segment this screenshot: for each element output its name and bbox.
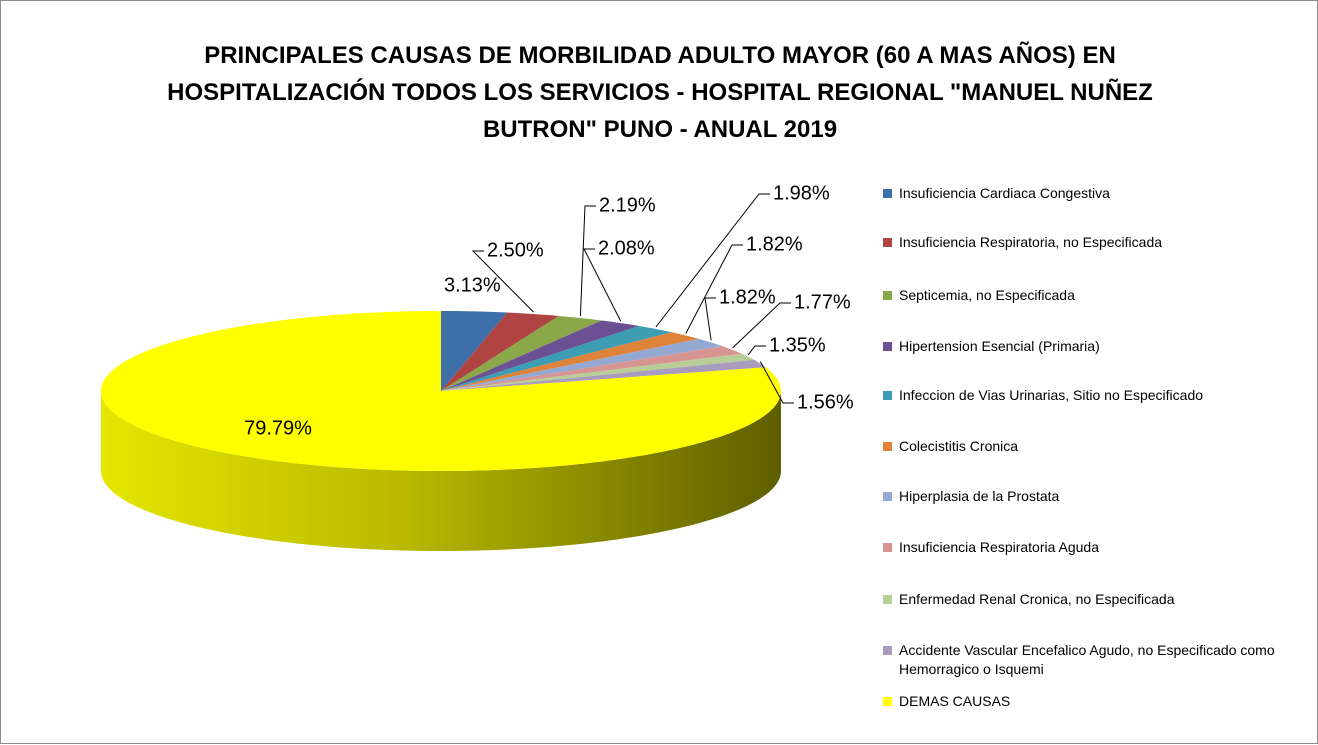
legend-swatch — [883, 189, 892, 198]
legend-label: Insuficiencia Respiratoria, no Especific… — [899, 234, 1163, 250]
data-label: 1.35% — [769, 334, 826, 356]
legend-item: DEMAS CAUSAS — [883, 692, 1313, 711]
legend-label: Enfermedad Renal Cronica, no Especificad… — [899, 591, 1175, 607]
legend-swatch — [883, 342, 892, 351]
leader-line — [471, 250, 534, 313]
legend-label: Insuficiencia Cardiaca Congestiva — [899, 185, 1110, 201]
legend-label: Accidente Vascular Encefalico Agudo, no … — [899, 642, 1275, 677]
legend-swatch — [883, 492, 892, 501]
data-label: 1.56% — [797, 391, 854, 413]
slice-side — [101, 391, 781, 551]
data-label: 1.77% — [794, 291, 851, 313]
slice — [441, 353, 755, 391]
data-label: 3.13% — [444, 274, 501, 296]
slice — [441, 332, 699, 391]
leader-line — [747, 345, 766, 356]
leader-line — [732, 302, 791, 349]
leader-line — [583, 248, 622, 322]
slice — [101, 311, 781, 471]
legend-label: DEMAS CAUSAS — [899, 693, 1011, 709]
legend-item: Septicemia, no Especificada — [883, 286, 1313, 305]
leader-line — [685, 244, 743, 334]
legend-label: Insuficiencia Respiratoria Aguda — [899, 539, 1100, 555]
data-label: 2.50% — [487, 239, 544, 261]
data-label: 1.82% — [719, 286, 776, 308]
legend-label: Hiperplasia de la Prostata — [899, 488, 1060, 504]
slice — [441, 320, 640, 391]
legend-label: Colecistitis Cronica — [899, 438, 1019, 454]
leader-line — [655, 193, 770, 328]
legend-swatch — [883, 391, 892, 400]
leader-line — [579, 205, 596, 317]
data-label: 2.19% — [599, 194, 656, 216]
legend-swatch — [883, 291, 892, 300]
leader-line — [704, 297, 716, 341]
slice — [441, 346, 742, 391]
legend-swatch — [883, 238, 892, 247]
legend-swatch — [883, 697, 892, 706]
data-label: 2.08% — [598, 237, 655, 259]
legend-item: Accidente Vascular Encefalico Agudo, no … — [883, 641, 1313, 679]
slice — [441, 359, 766, 391]
legend-label: Infeccion de Vias Urinarias, Sitio no Es… — [899, 387, 1204, 403]
legend-swatch — [883, 595, 892, 604]
legend-swatch — [883, 442, 892, 451]
legend-item: Insuficiencia Cardiaca Congestiva — [883, 184, 1313, 203]
legend-label: Septicemia, no Especificada — [899, 287, 1075, 303]
data-label: 1.98% — [773, 182, 830, 204]
pie-plot: 3.13% 2.50% 2.19% 2.08% 1.98% 1.82% 1.82% 1.77%… — [101, 182, 854, 551]
slice — [441, 312, 559, 391]
legend-item: Hiperplasia de la Prostata — [883, 487, 1313, 506]
legend-swatch — [883, 646, 892, 655]
chart-title: PRINCIPALES CAUSAS DE MORBILIDAD ADULTO … — [167, 42, 1153, 143]
slice — [441, 338, 723, 391]
data-label: 1.82% — [746, 233, 803, 255]
slice — [441, 315, 602, 391]
legend-label: Hipertension Esencial (Primaria) — [899, 338, 1100, 354]
data-label: 79.79% — [244, 417, 312, 439]
leader-line — [759, 361, 794, 404]
legend-item: Hipertension Esencial (Primaria) — [883, 337, 1313, 356]
slice — [441, 325, 672, 391]
legend-item: Colecistitis Cronica — [883, 437, 1313, 456]
legend-item: Insuficiencia Respiratoria, no Especific… — [883, 233, 1313, 252]
slice — [441, 311, 508, 391]
legend-item: Infeccion de Vias Urinarias, Sitio no Es… — [883, 386, 1313, 405]
legend-item: Enfermedad Renal Cronica, no Especificad… — [883, 590, 1313, 609]
legend-item: Insuficiencia Respiratoria Aguda — [883, 538, 1313, 557]
legend-swatch — [883, 543, 892, 552]
